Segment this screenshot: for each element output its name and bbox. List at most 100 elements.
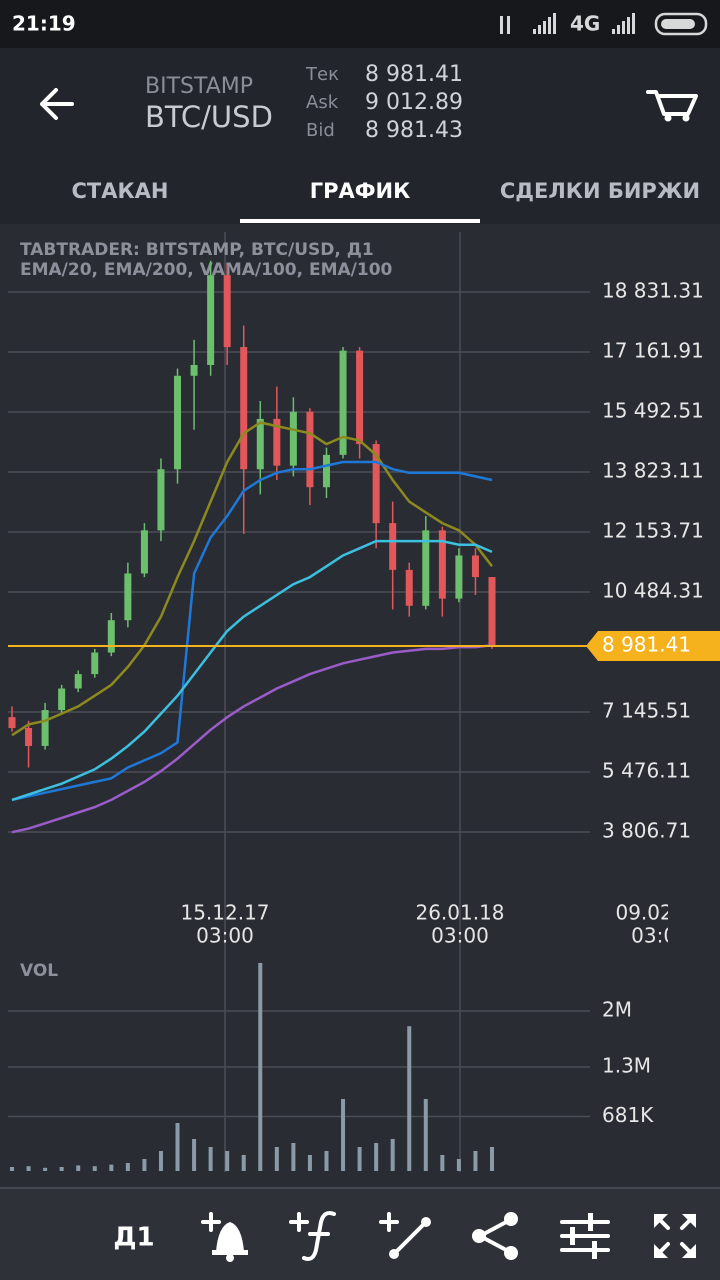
volume-bar [109,1164,114,1171]
candle-body [190,365,198,376]
candle-body [91,652,99,675]
candle-body [25,728,33,746]
quote-label: Bid [306,120,335,141]
app-header [0,48,720,224]
candle-body [157,469,165,531]
indicator-line [11,644,493,834]
candle-body [41,710,49,746]
quote-value: 8 981.41 [365,62,463,87]
time-label-time: 03:00 [431,924,489,948]
candle-body [372,444,380,524]
volume-bar [241,1155,246,1171]
candle-body [471,555,479,578]
candle-body [74,674,82,689]
volume-bar [258,963,263,1171]
y-tick-label: 7 145.51 [602,698,691,722]
quote-label: Тек [305,64,339,85]
volume-bar [125,1163,130,1171]
tab-indicator [240,219,480,223]
y-tick-label: 5 476.11 [602,758,691,782]
candle-body [207,275,215,366]
time-label-date: 09.02.18 [615,901,704,925]
volume-bar [440,1155,445,1171]
candle-body [289,411,297,466]
chart-subtitle: EMA/20, EMA/200, VAMA/100, EMA/100 [20,260,393,280]
status-time: 21:19 [12,12,76,36]
quote-label: Ask [306,92,339,113]
candle-body [455,555,463,599]
y-tick-label: 681K [602,1103,654,1127]
candle-body [223,275,231,348]
candle-body [356,350,364,445]
cart-button[interactable] [646,90,698,122]
candle-body [422,530,430,606]
fullscreen-button[interactable] [654,1214,696,1258]
time-label-time: 03:00 [631,924,689,948]
time-label-time: 03:00 [196,924,254,948]
candle-body [58,688,66,711]
add-alert-button[interactable] [201,1212,248,1262]
candle-body [174,375,182,470]
volume-bar [473,1151,478,1171]
y-tick-label: 15 492.51 [602,398,704,422]
y-tick-label: 10 484.31 [602,578,704,602]
toolbar [0,1188,720,1280]
timeframe-button[interactable]: Д1 [113,1223,154,1253]
volume-bar [423,1099,428,1171]
time-label-date: 15.12.17 [180,901,269,925]
volume-bar [274,1147,279,1171]
volume-bar [26,1166,31,1171]
y-tick-label: 18 831.31 [602,278,704,302]
candle-body [273,418,281,466]
add-drawing-button[interactable] [379,1212,431,1259]
volume-bar [307,1155,312,1171]
candle-body [339,350,347,455]
volume-bar [59,1167,64,1171]
network-type: 4G [570,12,600,36]
last-price-label: 8 981.41 [602,633,691,657]
volume-bar [374,1143,379,1171]
volume-bar [341,1099,346,1171]
quote-value: 8 981.43 [365,118,463,143]
tab[interactable]: СТАКАН [72,179,169,203]
volume-bar [208,1147,213,1171]
exchange-name: BITSTAMP [145,74,253,99]
quote-value: 9 012.89 [365,90,463,115]
y-tick-label: 1.3M [602,1054,651,1078]
back-button[interactable] [40,88,74,120]
battery-icon [654,12,708,36]
y-tick-label: 3 806.71 [602,818,691,842]
settings-button[interactable] [560,1213,610,1259]
candle-body [240,347,248,470]
volume-bar [490,1147,494,1171]
volume-bar [142,1159,147,1171]
chart-title: VOL [20,961,58,981]
candle-body [140,530,148,574]
candle-body [8,717,16,729]
volume-bar [225,1151,230,1171]
add-indicator-button[interactable] [289,1211,336,1261]
volume-bar [175,1123,180,1171]
volume-bar [76,1165,81,1171]
share-button[interactable] [472,1212,518,1260]
pair-name: BTC/USD [145,100,273,134]
y-tick-label: 13 823.11 [602,458,704,482]
tab[interactable]: ГРАФИК [310,179,411,203]
candle-body [107,620,115,653]
candle-body [405,569,413,606]
candle-body [322,454,330,488]
candle-body [124,573,132,621]
candle-body [256,418,264,470]
indicator-line [11,539,493,802]
candle-body [389,523,397,570]
y-tick-label: 17 161.91 [602,338,704,362]
volume-bar [158,1151,163,1171]
volume-bar [357,1147,362,1171]
indicator-line [11,421,493,737]
tab[interactable]: СДЕЛКИ БИРЖИ [500,179,700,203]
indicator-line [11,460,493,802]
volume-bar [456,1159,461,1171]
volume-bar [10,1167,14,1171]
candle-body [306,411,314,488]
